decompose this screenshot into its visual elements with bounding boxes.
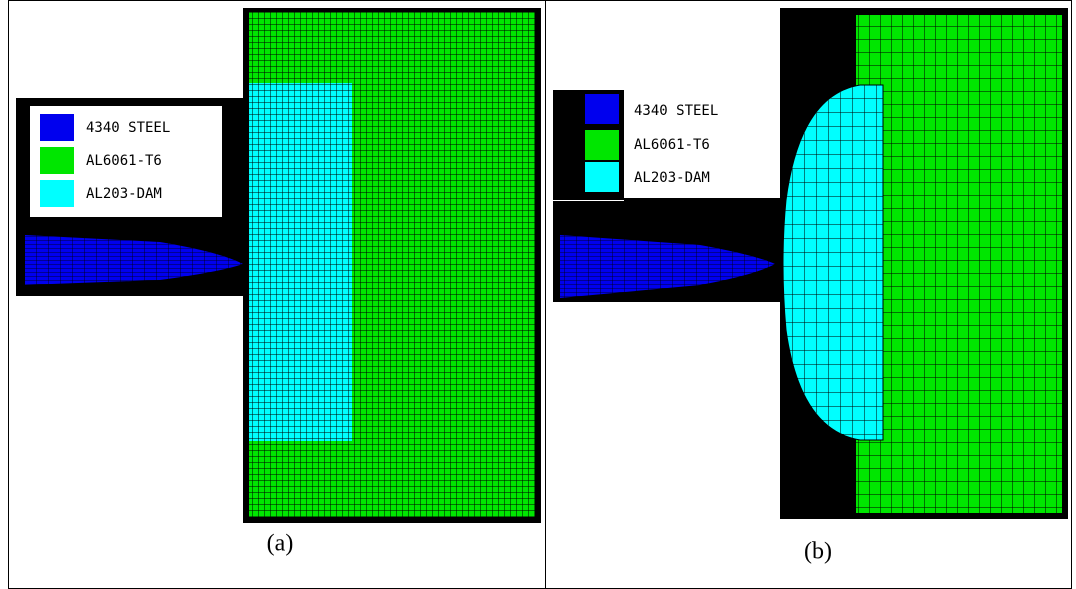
ceramic-mesh	[249, 83, 352, 441]
legend-swatch	[40, 147, 74, 174]
legend-swatch	[585, 94, 619, 124]
legend-swatch	[40, 114, 74, 141]
legend-swatch	[585, 130, 619, 160]
figure: 4340 STEEL AL6061-T6 AL203-DAM (a) 4340 …	[0, 0, 1076, 589]
legend-label: AL203-DAM	[86, 186, 162, 202]
panel-a: 4340 STEEL AL6061-T6 AL203-DAM (a)	[16, 8, 541, 557]
legend-swatch	[40, 180, 74, 207]
legend-label: 4340 STEEL	[86, 120, 170, 136]
caption: (b)	[804, 539, 832, 565]
target-mesh	[856, 15, 1062, 513]
legend-label: AL6061-T6	[86, 153, 162, 169]
panel-b: 4340 STEEL AL6061-T6 AL203-DAM (b)	[553, 8, 1068, 565]
legend-swatch	[585, 162, 619, 192]
legend-label: 4340 STEEL	[634, 103, 718, 119]
caption: (a)	[267, 531, 294, 557]
legend-label: AL203-DAM	[634, 170, 710, 186]
legend-label: AL6061-T6	[634, 137, 710, 153]
